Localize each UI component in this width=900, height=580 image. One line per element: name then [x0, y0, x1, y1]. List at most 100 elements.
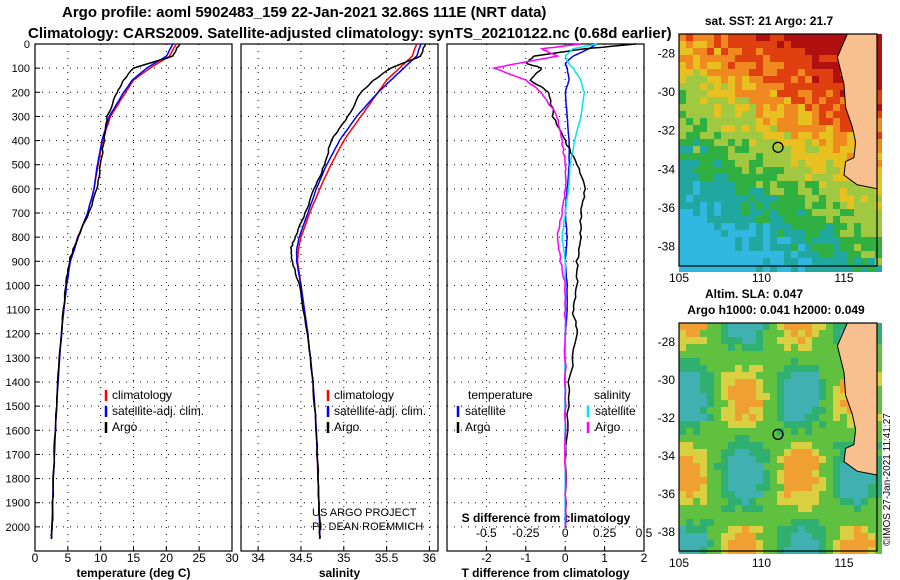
sst-map-cell: [721, 146, 728, 153]
sst-map-cell: [763, 97, 770, 104]
sla-map-cell: [742, 491, 749, 498]
sst-map-cell: [686, 195, 693, 202]
sla-map-cell: [707, 414, 714, 421]
sla-map-cell: [784, 386, 791, 393]
sst-map-cell: [686, 132, 693, 139]
sla-map-cell: [721, 519, 728, 526]
sla-map-cell: [693, 323, 700, 330]
sla-map-cell: [819, 407, 826, 414]
sst-map-cell: [770, 216, 777, 223]
sst-map-cell: [819, 76, 826, 83]
sla-map-cell: [770, 484, 777, 491]
x-tick-label: 25: [192, 551, 206, 565]
y-tick-label: 100: [12, 63, 30, 75]
sla-map-cell: [854, 491, 861, 498]
sst-map-cell: [763, 160, 770, 167]
sst-map-cell: [749, 125, 756, 132]
sst-lon-label: 110: [752, 271, 771, 285]
sst-map-cell: [826, 97, 833, 104]
sst-map-cell: [707, 174, 714, 181]
sst-map-cell: [742, 125, 749, 132]
sst-map-cell: [868, 237, 875, 244]
sst-map-cell: [826, 90, 833, 97]
sla-map-cell: [749, 372, 756, 379]
sst-map-cell: [791, 69, 798, 76]
sst-map-cell: [749, 104, 756, 111]
sst-map-cell: [721, 83, 728, 90]
sla-map-cell: [854, 512, 861, 519]
sst-map-cell: [784, 48, 791, 55]
sla-map-cell: [707, 393, 714, 400]
sla-map-cell: [742, 351, 749, 358]
sst-map-cell: [770, 195, 777, 202]
sst-map-cell: [756, 48, 763, 55]
sst-map-cell: [749, 62, 756, 69]
sst-map-cell: [840, 237, 847, 244]
sla-map-cell: [728, 505, 735, 512]
sst-map-cell: [679, 76, 686, 83]
sst-map-cell: [770, 181, 777, 188]
sla-map-cell: [819, 330, 826, 337]
sla-map-cell: [763, 379, 770, 386]
sla-map-cell: [826, 351, 833, 358]
sla-map-cell: [840, 372, 847, 379]
sla-map-cell: [686, 449, 693, 456]
sla-map-cell: [868, 498, 875, 505]
sst-map-cell: [700, 167, 707, 174]
sla-map-cell: [707, 491, 714, 498]
sla-map-cell: [798, 477, 805, 484]
sla-map-cell: [812, 442, 819, 449]
sla-map-cell: [826, 386, 833, 393]
sla-map-cell: [707, 372, 714, 379]
sla-map-cell: [714, 498, 721, 505]
sst-map-cell: [854, 223, 861, 230]
sst-map-cell: [770, 48, 777, 55]
sst-map-cell: [805, 41, 812, 48]
sla-map-cell: [791, 386, 798, 393]
sla-map-cell: [798, 365, 805, 372]
sla-map-cell: [749, 365, 756, 372]
sst-map-cell: [763, 41, 770, 48]
sst-map-cell: [819, 265, 826, 272]
sst-map-cell: [700, 69, 707, 76]
sla-map-cell: [728, 428, 735, 435]
sla-map-cell: [805, 358, 812, 365]
sst-map-cell: [791, 97, 798, 104]
sla-map-cell: [812, 414, 819, 421]
sla-map-cell: [784, 393, 791, 400]
sla-lat-label: -36: [658, 487, 676, 501]
sst-map-cell: [728, 34, 735, 41]
sst-map-cell: [714, 216, 721, 223]
sla-map-cell: [791, 491, 798, 498]
sst-map-cell: [763, 69, 770, 76]
sst-map-cell: [728, 251, 735, 258]
sst-map-cell: [749, 265, 756, 272]
sst-map-cell: [721, 48, 728, 55]
sst-map-cell: [693, 265, 700, 272]
sst-map-cell: [833, 146, 840, 153]
sla-map-cell: [847, 477, 854, 484]
sla-map-cell: [763, 330, 770, 337]
sla-map-cell: [805, 330, 812, 337]
sla-map-cell: [707, 435, 714, 442]
sst-map-frame: [678, 33, 878, 267]
sla-map-cell: [875, 358, 882, 365]
sla-map-cell: [826, 344, 833, 351]
sla-map-cell: [784, 414, 791, 421]
sla-map-cell: [812, 435, 819, 442]
sla-map-cell: [693, 428, 700, 435]
sla-map-cell: [784, 498, 791, 505]
sst-map-cell: [686, 258, 693, 265]
sla-map-cell: [840, 470, 847, 477]
sla-map-cell: [791, 344, 798, 351]
sst-map-cell: [707, 139, 714, 146]
sst-map-cell: [735, 160, 742, 167]
sst-map-cell: [798, 244, 805, 251]
sla-map-cell: [686, 344, 693, 351]
sst-lat-label: -30: [658, 85, 676, 99]
sst-map-cell: [735, 251, 742, 258]
sst-map-cell: [693, 111, 700, 118]
sla-map-cell: [847, 505, 854, 512]
sla-map-cell: [721, 449, 728, 456]
sst-map-cell: [707, 34, 714, 41]
